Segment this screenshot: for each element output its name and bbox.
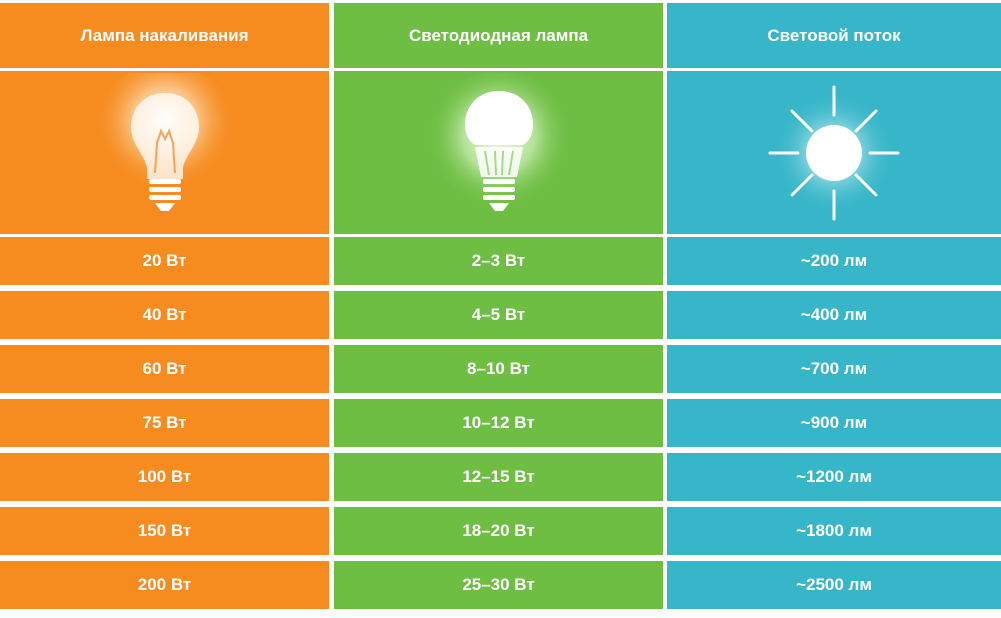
led-row-3: 8–10 Вт [334,345,663,393]
led-row-6: 18–20 Вт [334,507,663,555]
led-bulb-icon [419,72,579,233]
led-row-7: 25–30 Вт [334,561,663,609]
incandescent-row-7: 200 Вт [0,561,329,609]
sun-icon [754,73,914,233]
incandescent-bulb-icon [85,72,245,233]
flux-row-5: ~1200 лм [667,453,1001,501]
incandescent-row-1: 20 Вт [0,237,329,285]
flux-row-7: ~2500 лм [667,561,1001,609]
incandescent-row-4: 75 Вт [0,399,329,447]
header-incandescent: Лампа накаливания [0,3,329,68]
led-image-cell [334,71,663,234]
flux-row-4: ~900 лм [667,399,1001,447]
flux-row-2: ~400 лм [667,291,1001,339]
incandescent-row-2: 40 Вт [0,291,329,339]
led-row-1: 2–3 Вт [334,237,663,285]
incandescent-image-cell [0,71,329,234]
led-row-2: 4–5 Вт [334,291,663,339]
led-row-5: 12–15 Вт [334,453,663,501]
flux-row-3: ~700 лм [667,345,1001,393]
flux-image-cell [667,71,1001,234]
flux-row-1: ~200 лм [667,237,1001,285]
incandescent-row-5: 100 Вт [0,453,329,501]
header-flux: Световой поток [667,3,1001,68]
header-led: Светодиодная лампа [334,3,663,68]
led-row-4: 10–12 Вт [334,399,663,447]
incandescent-row-6: 150 Вт [0,507,329,555]
incandescent-row-3: 60 Вт [0,345,329,393]
flux-row-6: ~1800 лм [667,507,1001,555]
